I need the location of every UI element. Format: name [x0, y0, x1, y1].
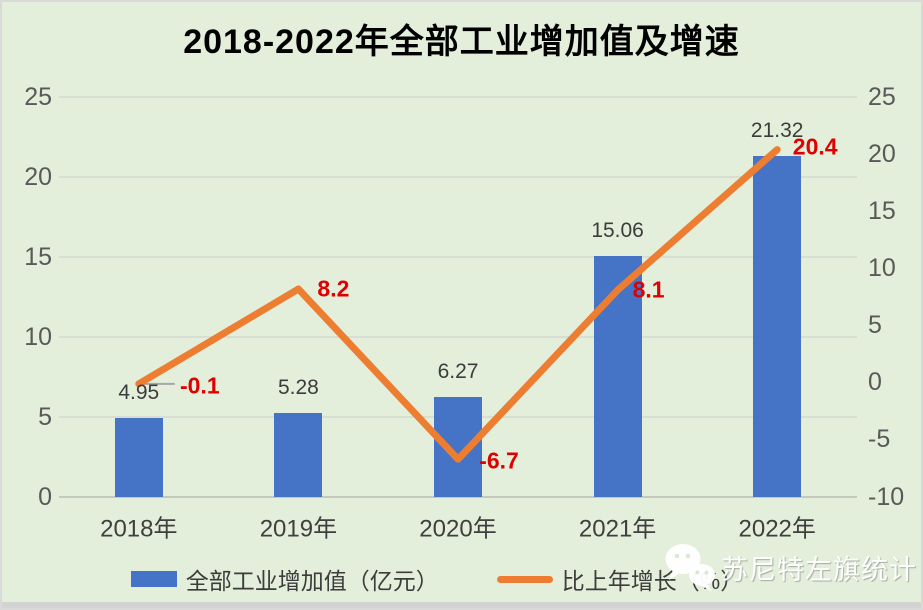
right-axis-tick: -10	[868, 482, 905, 511]
chart-title: 2018-2022年全部工业增加值及增速	[183, 23, 740, 61]
bar-series-swatch	[130, 571, 177, 587]
bar-value-label: 6.27	[437, 359, 479, 383]
bottom-edge-bar	[2, 602, 921, 608]
watermark: 苏尼特左旗统计	[661, 540, 917, 594]
bar-value-label: 21.32	[750, 118, 804, 142]
x-axis-label: 2019年	[259, 515, 338, 543]
wechat-icon	[665, 544, 715, 592]
left-axis-tick: 20	[24, 162, 52, 191]
line-value-label: -6.7	[479, 447, 519, 474]
gridline	[59, 96, 857, 98]
bar-series-label: 全部工业增加值（亿元）	[185, 568, 439, 594]
left-axis-tick: 0	[38, 482, 52, 511]
x-axis-label: 2021年	[578, 515, 657, 543]
left-axis-tick: 15	[24, 242, 52, 271]
line-series-swatch	[496, 575, 553, 583]
left-axis-tick: 25	[24, 82, 52, 111]
right-axis-tick: 10	[868, 253, 896, 282]
bar-value-label: 15.06	[591, 219, 644, 243]
watermark-text: 苏尼特左旗统计	[721, 554, 917, 585]
line-value-label: -0.1	[179, 372, 220, 399]
right-axis-tick: 5	[868, 311, 882, 340]
line-value-label: 8.2	[317, 275, 350, 302]
bar-value-label: 5.28	[277, 375, 319, 399]
right-axis-tick: 20	[868, 139, 896, 168]
legend-item-bar-series: 全部工业增加值（亿元）	[130, 562, 439, 596]
bar-value-label: 4.95	[118, 380, 160, 404]
x-axis-label: 2020年	[419, 515, 497, 543]
left-axis-tick: 5	[38, 402, 52, 431]
x-axis-label: 2022年	[738, 515, 816, 543]
line-value-label: 8.1	[632, 276, 665, 303]
left-axis-tick: 10	[24, 322, 52, 351]
gridline	[59, 496, 857, 498]
right-axis-tick: 0	[868, 368, 882, 397]
x-axis-label: 2018年	[100, 515, 178, 543]
line-value-label: 20.4	[792, 133, 838, 160]
right-axis-tick: 25	[868, 82, 896, 111]
right-axis-tick: 15	[868, 196, 896, 225]
right-axis-tick: -5	[868, 425, 891, 454]
